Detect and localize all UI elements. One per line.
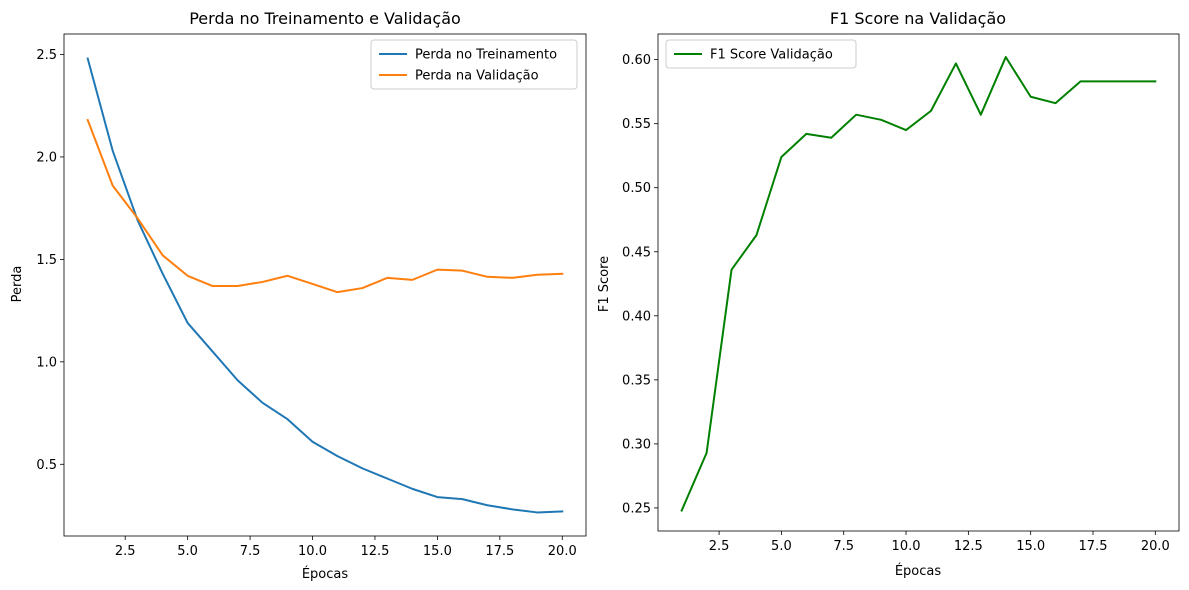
legend-label: F1 Score Validação — [710, 48, 833, 63]
x-tick-label: 2.5 — [709, 539, 730, 554]
y-tick-label: 0.35 — [622, 373, 651, 388]
x-tick-label: 17.5 — [1079, 539, 1108, 554]
x-tick-label: 10.0 — [298, 544, 327, 559]
y-tick-label: 0.5 — [36, 458, 57, 473]
legend: Perda no Treinamento Perda na Validação — [370, 39, 578, 90]
loss-chart: Perda no Treinamento e Validação Épocas … — [10, 9, 587, 582]
y-tick-label: 0.40 — [622, 309, 651, 324]
y-axis-label: F1 Score — [597, 256, 612, 312]
x-tick-label: 20.0 — [1141, 539, 1170, 554]
plot-marks: 2.5 5.0 7.5 10.0 12.5 15.0 17.5 20.0 0.5 1.0 1.5 2.… — [36, 48, 576, 559]
legend-box — [370, 39, 578, 90]
plot-marks: 2.5 5.0 7.5 10.0 12.5 15.0 17.5 20.0 0.25 0.30 0.3… — [622, 53, 1170, 554]
plot-frame — [63, 33, 587, 537]
x-tick-label: 7.5 — [240, 544, 261, 559]
series-line-0 — [680, 56, 1157, 512]
y-tick-label: 1.0 — [36, 355, 57, 370]
series-line-1 — [86, 118, 564, 294]
y-tick-label: 0.45 — [622, 245, 651, 260]
x-tick-label: 10.0 — [892, 539, 921, 554]
x-tick-label: 5.0 — [177, 544, 198, 559]
x-tick-label: 12.5 — [360, 544, 389, 559]
x-tick-label: 2.5 — [115, 544, 136, 559]
y-tick-label: 2.5 — [36, 48, 57, 63]
x-tick-label: 15.0 — [423, 544, 452, 559]
x-tick-label: 20.0 — [548, 544, 577, 559]
y-tick-label: 0.50 — [622, 181, 651, 196]
x-axis-label: Épocas — [302, 566, 349, 582]
chart-title: F1 Score na Validação — [830, 9, 1006, 28]
x-tick-label: 17.5 — [485, 544, 514, 559]
y-tick-label: 0.30 — [622, 437, 651, 452]
legend: F1 Score Validação — [665, 39, 857, 69]
f1-chart: F1 Score na Validação Épocas F1 Score 2.… — [597, 9, 1180, 579]
chart-title: Perda no Treinamento e Validação — [189, 9, 461, 28]
x-axis-label: Épocas — [895, 563, 942, 579]
y-tick-label: 0.55 — [622, 117, 651, 132]
legend-box — [665, 39, 857, 69]
legend-label: Perda na Validação — [415, 69, 539, 84]
x-tick-label: 7.5 — [833, 539, 854, 554]
y-axis-label: Perda — [10, 266, 25, 303]
series-line-0 — [86, 57, 564, 514]
legend-label: Perda no Treinamento — [415, 48, 557, 63]
plot-frame — [657, 33, 1180, 532]
y-tick-label: 1.5 — [36, 253, 57, 268]
x-tick-label: 15.0 — [1016, 539, 1045, 554]
y-tick-label: 0.25 — [622, 501, 651, 516]
x-tick-label: 12.5 — [954, 539, 983, 554]
y-tick-label: 0.60 — [622, 53, 651, 68]
x-tick-label: 5.0 — [771, 539, 792, 554]
y-tick-label: 2.0 — [36, 150, 57, 165]
